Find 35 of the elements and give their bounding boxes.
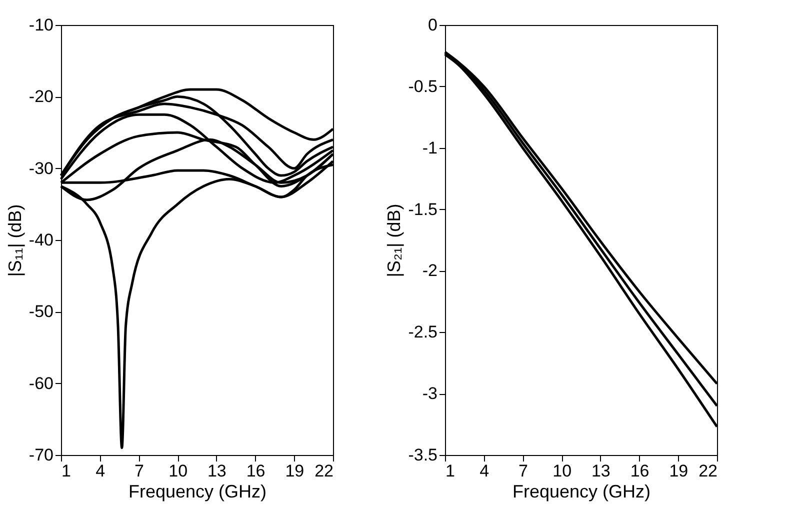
x-tick-label: 1 <box>62 462 71 480</box>
x-tick-label: 22 <box>698 462 718 480</box>
x-tick-label: 7 <box>518 462 528 480</box>
x-tick-label: 22 <box>314 462 334 480</box>
x-tick-label: 19 <box>285 462 304 480</box>
y-tick-label: -2 <box>422 261 438 280</box>
y-tick-label: -40 <box>28 230 54 250</box>
x-tick-label: 10 <box>552 462 572 480</box>
y-tick-label: -10 <box>28 16 54 34</box>
x-tick-label: 7 <box>134 462 144 480</box>
y-axis-title: |S₁₁| (dB) <box>4 204 25 277</box>
x-tick-label: 16 <box>246 462 266 480</box>
x-tick-label: 19 <box>669 462 688 480</box>
y-tick-label: -30 <box>28 158 54 178</box>
y-tick-label: -70 <box>28 446 54 464</box>
y-tick-label: -60 <box>28 374 54 393</box>
y-tick-label: 0 <box>428 16 438 34</box>
x-tick-label: 16 <box>630 462 650 480</box>
x-tick-label: 1 <box>446 462 455 480</box>
x-tick-label: 4 <box>480 462 490 480</box>
x-tick-label: 4 <box>96 462 106 480</box>
y-tick-label: -1 <box>422 138 438 158</box>
x-tick-label: 13 <box>207 462 226 480</box>
y-tick-label: -3.5 <box>408 446 438 464</box>
y-tick-label: -2.5 <box>408 322 438 342</box>
y-tick-label: -50 <box>28 302 54 322</box>
x-tick-label: 13 <box>591 462 610 480</box>
y-tick-label: -20 <box>28 87 54 106</box>
x-tick-label: 10 <box>168 462 188 480</box>
x-axis-title: Frequency (GHz) <box>512 482 651 502</box>
y-axis-title: |S₂₁| (dB) <box>384 204 404 278</box>
y-tick-label: -1.5 <box>408 200 438 219</box>
x-axis-title: Frequency (GHz) <box>128 482 267 502</box>
y-tick-label: -3 <box>422 384 438 404</box>
y-tick-label: -0.5 <box>408 76 438 96</box>
